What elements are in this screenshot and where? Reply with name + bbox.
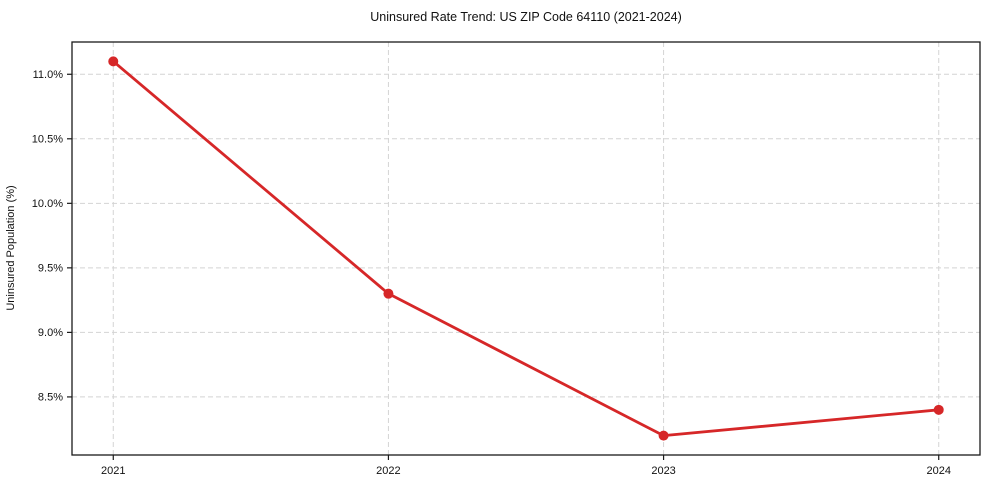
y-tick-label: 8.5% [38,391,63,403]
plot-area: 8.5% 9.0% 9.5% 10.0% 10.5% 11.0% 2021 2022 2023 2… [32,41,981,477]
y-tick-label: 10.5% [32,133,63,145]
y-axis-title: Uninsured Population (%) [5,185,17,310]
y-tick-label: 9.0% [38,327,63,339]
data-point [933,404,944,415]
chart-title: Uninsured Rate Trend: US ZIP Code 64110 … [370,10,682,24]
x-tick-label: 2024 [926,465,950,477]
y-tick-label: 10.0% [32,198,63,210]
y-tick-label: 11.0% [33,69,64,81]
data-point [108,56,119,67]
data-point [383,288,394,299]
x-tick-label: 2022 [376,465,400,477]
x-tick-label: 2021 [101,465,125,477]
trend-line [111,59,941,438]
plot-border [71,41,981,456]
x-tick-label: 2023 [651,465,675,477]
data-point [658,430,669,441]
y-tick-label: 9.5% [38,262,63,274]
